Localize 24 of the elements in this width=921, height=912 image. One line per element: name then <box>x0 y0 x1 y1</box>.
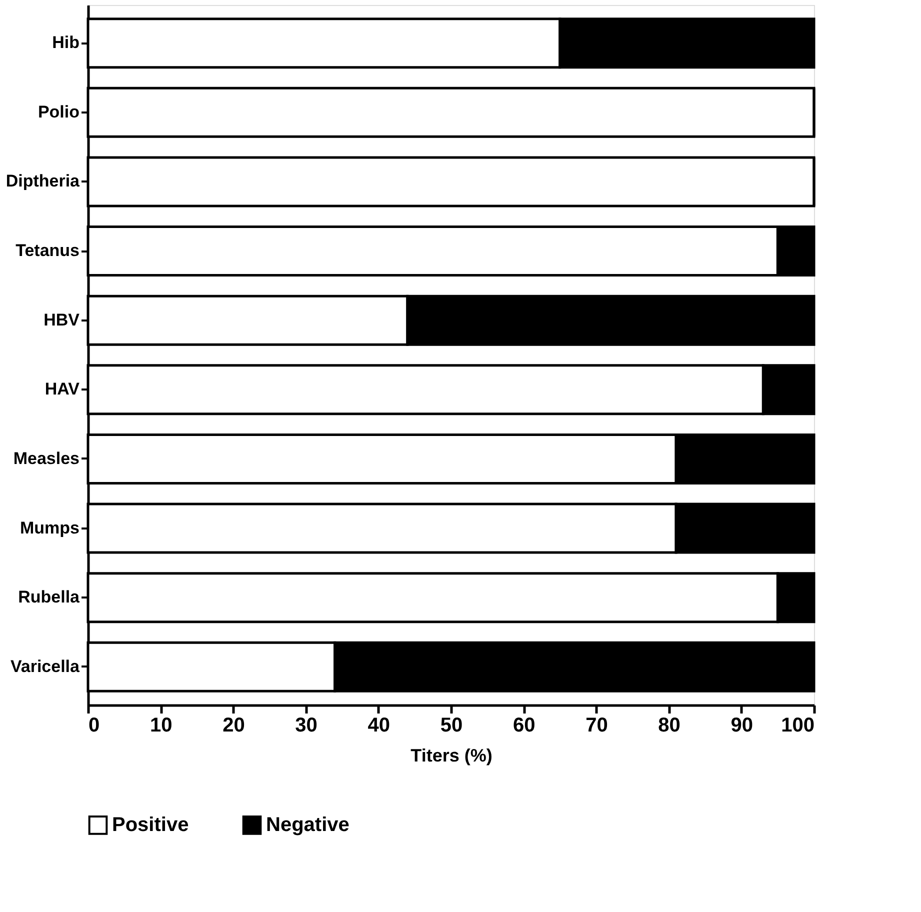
y-tick-label: HAV <box>44 380 80 399</box>
y-tick-label: Hib <box>52 33 80 52</box>
x-tick-label: 90 <box>730 714 754 736</box>
y-tick-label: Rubella <box>18 588 80 607</box>
x-tick-label: 40 <box>368 714 390 736</box>
x-tick-label: 10 <box>150 714 172 736</box>
y-tick-label: Polio <box>38 102 80 122</box>
x-tick-label: 80 <box>658 714 680 736</box>
x-tick-label: 70 <box>586 714 608 736</box>
x-tick-label: 100 <box>781 714 814 736</box>
y-tick-label: Diptheria <box>6 172 80 191</box>
x-tick-label: 50 <box>440 714 463 736</box>
y-tick-label: HBV <box>44 310 80 330</box>
legend-label: Positive <box>112 814 189 836</box>
y-tick-label: Mumps <box>20 518 80 538</box>
x-tick-label: 20 <box>222 714 245 736</box>
x-tick-label: 60 <box>512 714 536 736</box>
y-tick-label: Varicella <box>10 656 80 676</box>
y-tick-label: Tetanus <box>16 241 80 260</box>
legend-label: Negative <box>266 814 350 836</box>
x-tick-label: 30 <box>295 714 318 736</box>
x-tick-label: 0 <box>88 714 100 736</box>
y-tick-label: Measles <box>13 448 80 468</box>
x-axis-title: Titers (%) <box>410 746 492 766</box>
